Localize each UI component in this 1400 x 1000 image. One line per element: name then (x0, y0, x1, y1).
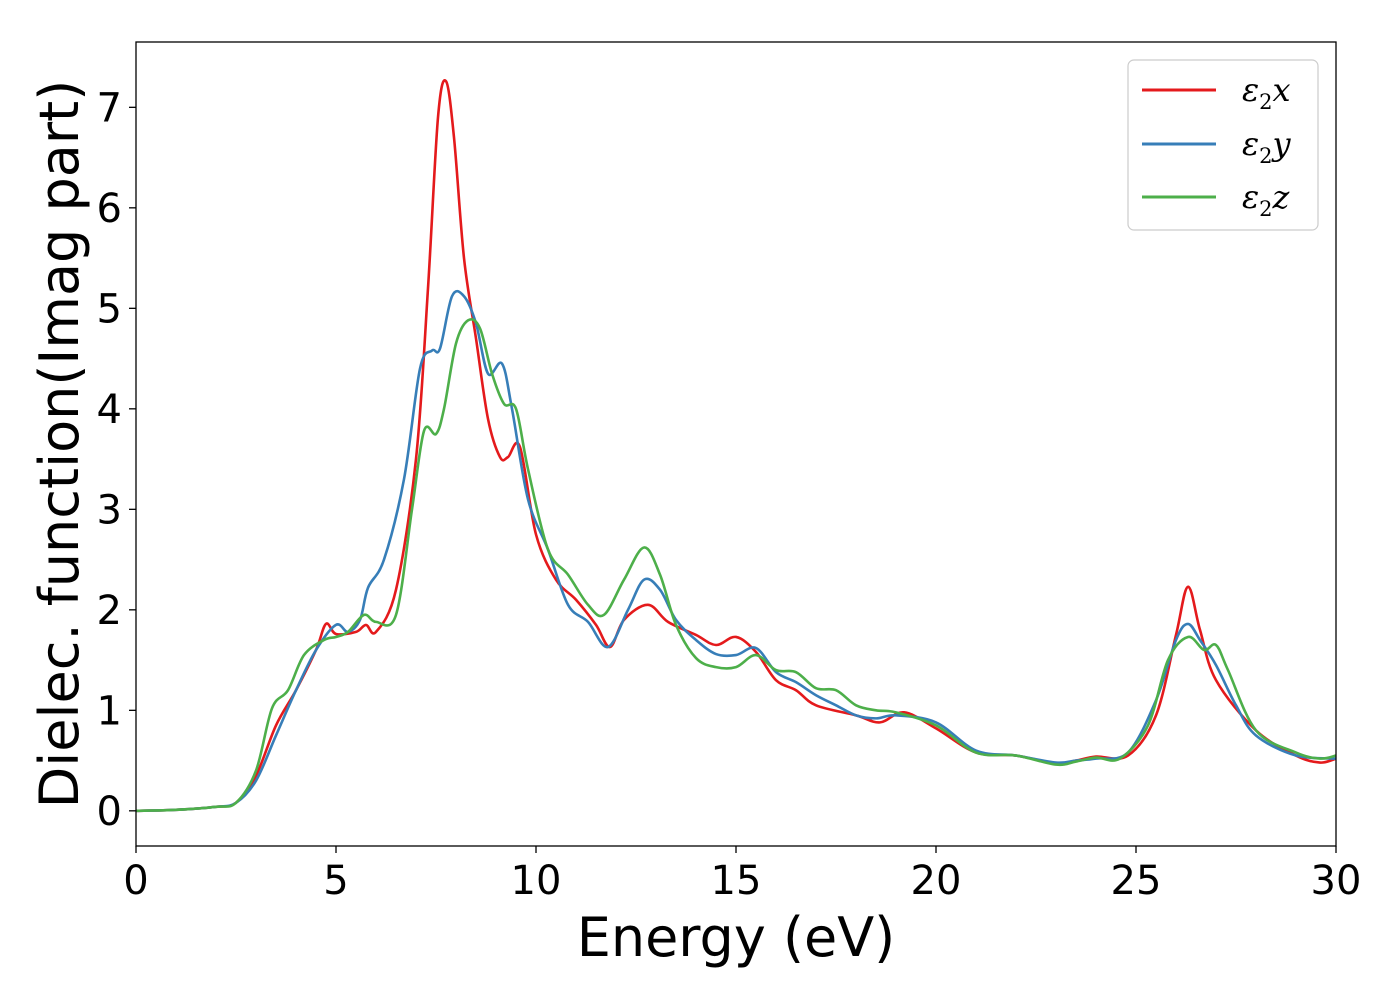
legend: ε2x ε2y ε2z (1127, 59, 1319, 231)
legend-label-y: ε2y (1242, 125, 1292, 168)
y-axis: 0 1 2 3 4 5 6 7 (97, 85, 136, 835)
y-tick-label: 2 (97, 588, 122, 634)
series-layer (135, 79, 1337, 813)
series-line-z (135, 318, 1337, 813)
legend-label-x: ε2x (1242, 71, 1291, 114)
y-tick-label: 7 (97, 85, 122, 131)
x-tick-label: 15 (711, 858, 762, 904)
y-tick-label: 3 (97, 487, 122, 533)
x-tick-label: 25 (1111, 858, 1162, 904)
y-tick-label: 0 (97, 789, 122, 835)
x-tick-label: 0 (123, 858, 148, 904)
y-tick-label: 6 (97, 186, 122, 232)
x-axis-title: Energy (eV) (577, 906, 896, 969)
x-tick-label: 30 (1311, 858, 1362, 904)
x-tick-label: 5 (323, 858, 348, 904)
legend-label-z: ε2z (1242, 178, 1291, 221)
y-tick-label: 1 (97, 688, 122, 734)
x-axis: 0 5 10 15 20 25 30 (123, 846, 1361, 904)
y-tick-label: 5 (97, 286, 122, 332)
y-axis-title: Dielec. function(Imag part) (28, 80, 91, 809)
y-tick-label: 4 (97, 387, 122, 433)
x-tick-label: 10 (511, 858, 562, 904)
x-tick-label: 20 (911, 858, 962, 904)
legend-box (1127, 59, 1319, 231)
